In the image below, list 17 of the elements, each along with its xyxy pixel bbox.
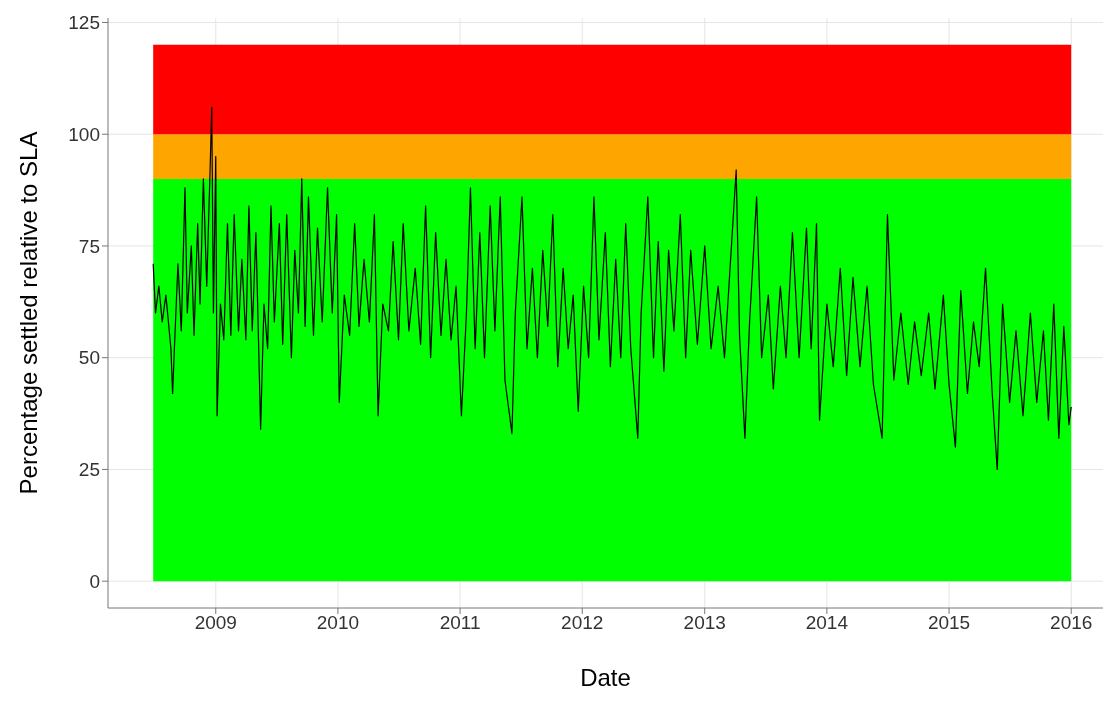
x-tick-label: 2009: [194, 612, 237, 634]
x-axis-title: Date: [580, 664, 631, 691]
x-tick-label: 2015: [927, 612, 971, 634]
x-tick-label: 2010: [316, 612, 360, 634]
y-tick-label: 25: [78, 459, 100, 481]
y-tick-label: 0: [89, 570, 100, 592]
x-tick-label: 2013: [683, 612, 726, 634]
y-tick-label: 75: [78, 235, 100, 257]
y-axis-title: Percentage settled relative to SLA: [14, 131, 42, 495]
y-tick-label: 50: [78, 347, 100, 369]
x-tick-label: 2011: [439, 612, 481, 634]
x-tick-label: 2014: [805, 612, 849, 634]
y-tick-label: 125: [68, 12, 100, 34]
x-tick-label: 2012: [561, 612, 604, 634]
y-tick-label: 100: [68, 123, 100, 145]
x-tick-label: 2016: [1050, 612, 1093, 634]
line-series: [152, 106, 1072, 471]
